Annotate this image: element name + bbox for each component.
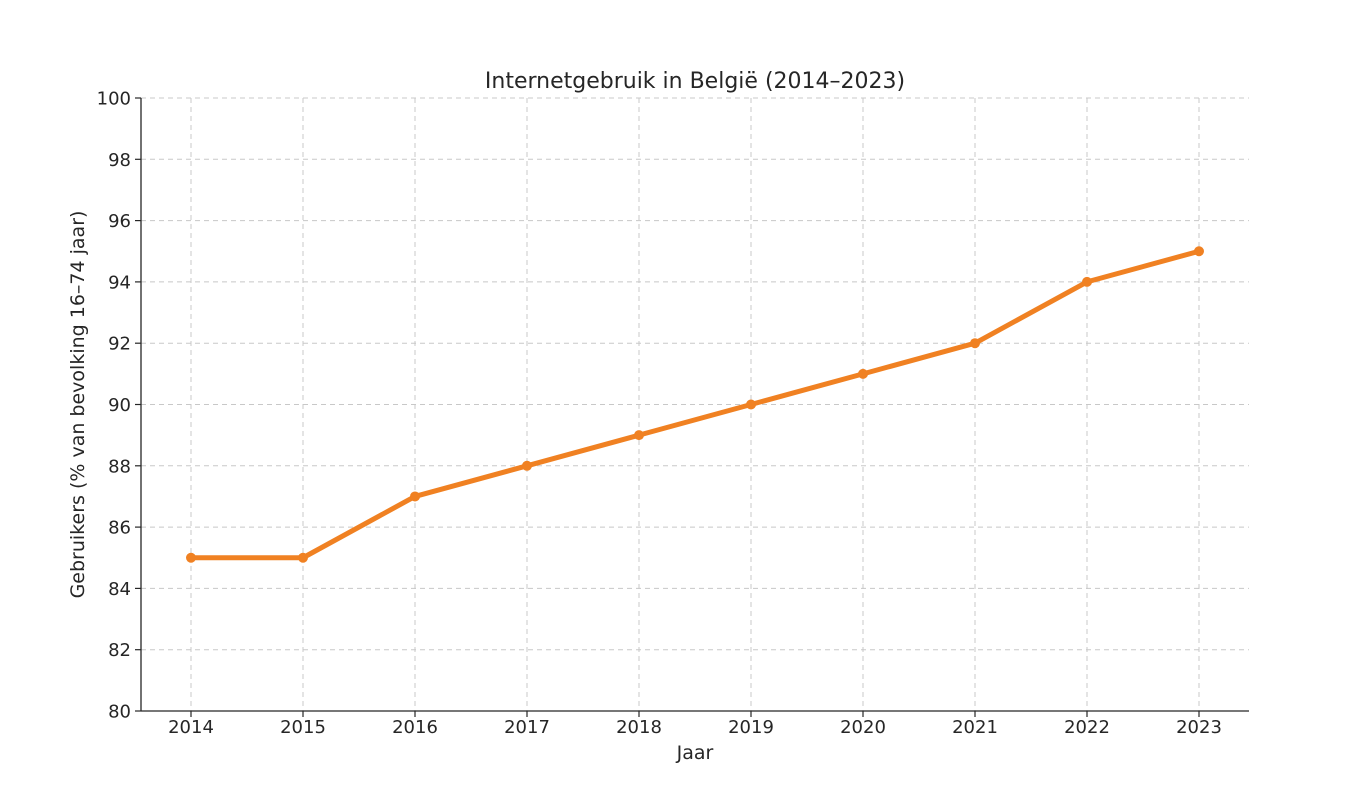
y-axis-label: Gebruikers (% van bevolking 16–74 jaar) (67, 211, 89, 599)
data-point (410, 491, 420, 502)
data-point (1082, 276, 1092, 287)
y-tick-label: 84 (108, 579, 131, 600)
grid (141, 97, 1249, 712)
x-tick-label: 2023 (1176, 717, 1222, 738)
x-tick-label: 2014 (168, 717, 214, 738)
x-tick-label: 2016 (392, 717, 438, 738)
y-tick-label: 94 (108, 272, 131, 293)
series-line (188, 248, 1202, 561)
ticks: 80 82 84 86 88 90 92 94 96 98 100 2014 2015 2016 2017 2… (97, 89, 1222, 739)
x-tick-label: 2021 (952, 717, 998, 738)
x-tick-label: 2017 (504, 717, 550, 738)
x-tick-label: 2018 (616, 717, 662, 738)
data-point (634, 430, 644, 441)
data-point (1194, 246, 1204, 257)
x-axis-label: Jaar (676, 742, 714, 764)
y-tick-label: 88 (108, 456, 131, 477)
y-tick-label: 100 (97, 89, 131, 110)
x-tick-label: 2020 (840, 717, 886, 738)
x-tick-label: 2022 (1064, 717, 1110, 738)
y-tick-label: 98 (108, 150, 131, 171)
data-point (522, 460, 532, 471)
data-point (746, 399, 756, 410)
data-point (298, 552, 308, 563)
data-point (970, 338, 980, 349)
y-tick-label: 90 (108, 395, 131, 416)
y-tick-label: 82 (108, 640, 131, 661)
series (186, 246, 1204, 563)
chart-title: Internetgebruik in België (2014–2023) (485, 69, 905, 94)
y-tick-label: 86 (108, 518, 131, 539)
y-tick-label: 92 (108, 334, 131, 355)
x-tick-label: 2019 (728, 717, 774, 738)
data-point (858, 368, 868, 379)
y-tick-label: 96 (108, 211, 131, 232)
y-tick-label: 80 (108, 702, 131, 723)
x-tick-label: 2015 (280, 717, 326, 738)
data-point (186, 552, 196, 563)
